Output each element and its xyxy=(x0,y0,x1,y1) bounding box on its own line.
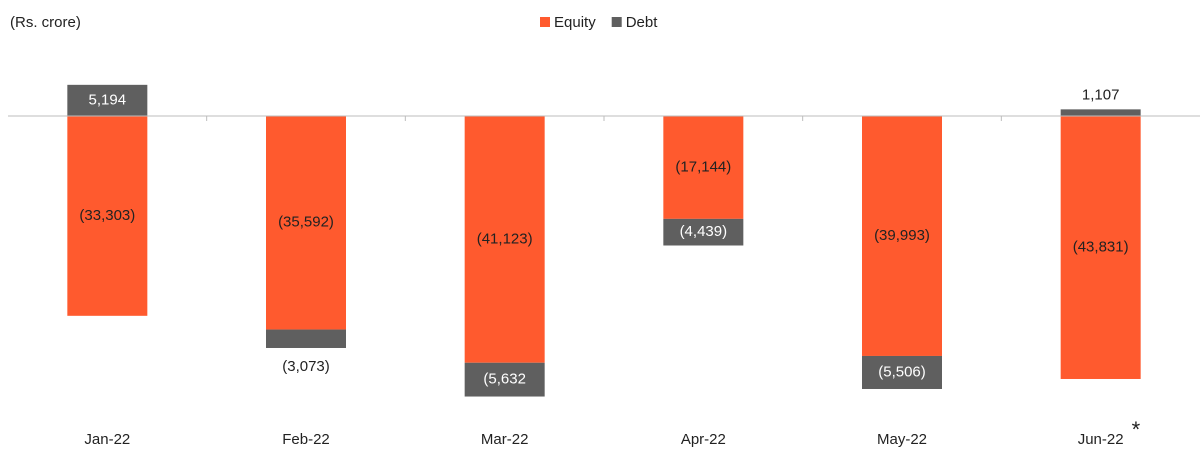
bar-segment xyxy=(663,218,744,246)
data-label: 5,194 xyxy=(89,91,127,108)
x-tick-label: Mar-22 xyxy=(481,431,529,448)
x-tick-label: Feb-22 xyxy=(282,431,330,448)
data-label: (17,144) xyxy=(675,158,731,175)
legend-label: Debt xyxy=(626,14,659,31)
legend-swatch xyxy=(540,17,550,27)
legend-label: Equity xyxy=(554,14,596,31)
data-label: (3,073) xyxy=(282,358,330,375)
x-tick-label: May-22 xyxy=(877,431,927,448)
data-label: (5,506) xyxy=(878,363,926,380)
data-label: (35,592) xyxy=(278,214,334,231)
data-label: (39,993) xyxy=(874,227,930,244)
unit-label: (Rs. crore) xyxy=(10,14,81,31)
x-tick-label: Jan-22 xyxy=(84,431,130,448)
data-label: (41,123) xyxy=(477,230,533,247)
bar-segment xyxy=(862,116,942,356)
data-label: (5,632 xyxy=(483,371,526,388)
bar-segment xyxy=(862,355,942,389)
data-label: 1,107 xyxy=(1082,86,1120,103)
bar-segment xyxy=(464,116,545,363)
legend-swatch xyxy=(611,17,622,27)
bar-segment xyxy=(67,116,148,316)
annotation: * xyxy=(1132,417,1141,442)
bar-segment xyxy=(266,329,346,348)
data-label: (33,303) xyxy=(79,207,135,224)
bar-segment xyxy=(464,362,545,397)
data-label: (43,831) xyxy=(1073,238,1129,255)
bar-segment xyxy=(1060,116,1141,379)
bar-segment xyxy=(67,84,148,116)
bar-segment xyxy=(1060,109,1141,116)
bar-segment xyxy=(266,116,346,330)
x-tick-label: Apr-22 xyxy=(681,431,726,448)
data-label: (4,439) xyxy=(680,223,728,240)
x-tick-label: Jun-22 xyxy=(1078,431,1124,448)
bar-segment xyxy=(663,116,744,219)
